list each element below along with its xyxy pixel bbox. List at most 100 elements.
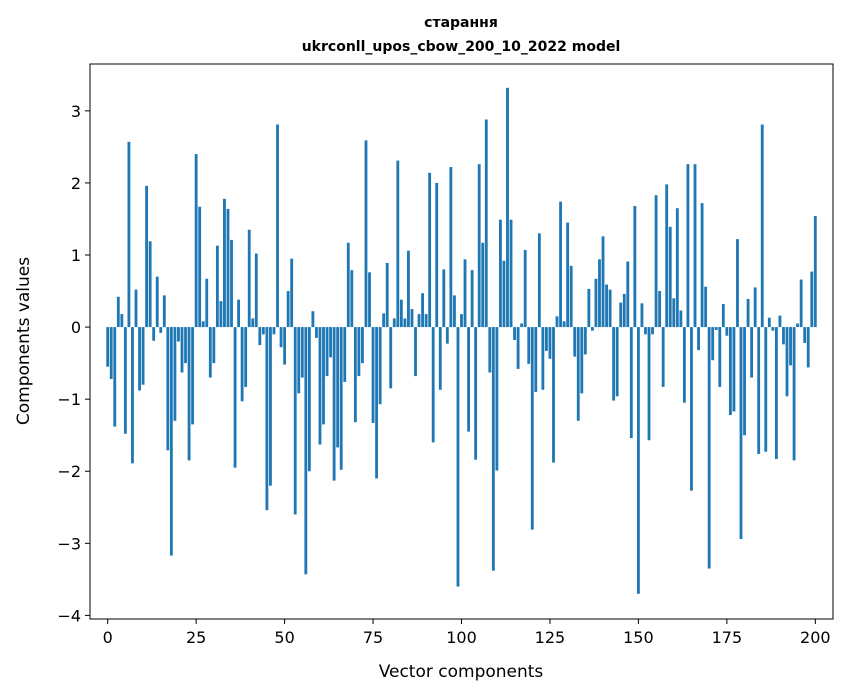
bar: [785, 327, 789, 397]
bar: [491, 327, 495, 571]
bar: [644, 327, 647, 335]
bar: [523, 249, 527, 328]
x-tick-label: 0: [103, 628, 113, 647]
x-tick-label: 125: [535, 628, 566, 647]
bar: [736, 239, 739, 328]
bar: [767, 317, 771, 328]
bar: [131, 327, 134, 464]
bar: [552, 327, 555, 463]
bar: [474, 327, 478, 460]
x-tick-label: 100: [446, 628, 477, 647]
bar: [753, 287, 757, 328]
bar: [665, 184, 669, 328]
bar: [269, 327, 272, 486]
bar: [435, 182, 439, 328]
bar: [417, 314, 421, 328]
bar: [654, 195, 658, 328]
bar: [569, 265, 573, 328]
bar: [286, 291, 290, 328]
bar: [123, 327, 127, 434]
bar: [389, 327, 393, 389]
bar: [629, 327, 633, 439]
bars: [106, 87, 817, 594]
y-tick-label: 3: [71, 102, 81, 121]
bar: [594, 278, 598, 328]
bar: [612, 327, 616, 401]
bar: [509, 219, 513, 328]
bar: [223, 198, 226, 328]
bar: [357, 327, 361, 377]
bar: [113, 327, 117, 427]
bar: [463, 259, 467, 328]
bar: [774, 327, 778, 459]
bar: [636, 327, 640, 594]
bar: [353, 327, 357, 423]
y-tick-label: −2: [57, 462, 81, 481]
chart-subtitle: ukrconll_upos_cbow_200_10_2022 model: [302, 39, 621, 55]
bar: [184, 327, 187, 364]
bar: [410, 309, 414, 328]
x-axis-label: Vector components: [379, 662, 544, 682]
bar: [470, 270, 474, 328]
bar: [587, 288, 591, 328]
bar: [279, 327, 283, 348]
bar: [622, 293, 626, 328]
bar: [201, 321, 205, 328]
chart-title: старання: [424, 15, 498, 31]
bar: [240, 327, 244, 402]
bar: [711, 327, 715, 361]
bar: [194, 154, 198, 328]
bar: [583, 327, 587, 355]
bar: [325, 327, 329, 377]
bar: [155, 276, 159, 328]
x-tick-label: 200: [800, 628, 831, 647]
bar: [573, 327, 577, 357]
bar: [336, 327, 340, 448]
bar: [598, 259, 601, 328]
bar: [293, 327, 297, 515]
bar: [152, 327, 156, 341]
bar: [700, 203, 704, 328]
bar: [477, 164, 481, 328]
bar: [290, 258, 294, 328]
bar: [127, 141, 131, 328]
bar: [177, 327, 180, 342]
y-tick-label: 2: [71, 174, 81, 193]
bar: [771, 327, 775, 331]
bar: [442, 269, 446, 328]
bar: [672, 298, 676, 328]
y-tick-label: −4: [57, 606, 81, 625]
bar: [304, 327, 308, 575]
bar: [215, 245, 219, 328]
y-tick-label: 0: [71, 318, 81, 337]
bar: [495, 327, 499, 471]
y-axis-label: Components values: [14, 257, 34, 425]
bar: [392, 318, 396, 328]
bar: [361, 327, 364, 364]
bar: [499, 219, 502, 328]
bar: [746, 298, 750, 328]
bar: [329, 327, 333, 358]
y-tick-label: −1: [57, 390, 81, 409]
bar: [690, 327, 693, 491]
bar: [254, 253, 258, 328]
bar: [145, 185, 149, 328]
bar: [484, 119, 488, 328]
bar: [283, 327, 287, 365]
bar: [626, 261, 630, 328]
bar: [431, 327, 435, 443]
bar: [428, 172, 432, 328]
bar: [212, 327, 216, 364]
bar: [545, 327, 548, 351]
bar: [728, 327, 732, 416]
bar: [782, 327, 785, 345]
bar: [237, 299, 241, 328]
bar: [138, 327, 141, 391]
bar: [651, 327, 654, 335]
bar: [810, 271, 814, 328]
bar: [233, 327, 237, 468]
bar: [566, 222, 570, 328]
bar: [421, 293, 424, 328]
bar: [803, 327, 807, 343]
bar: [697, 327, 700, 351]
